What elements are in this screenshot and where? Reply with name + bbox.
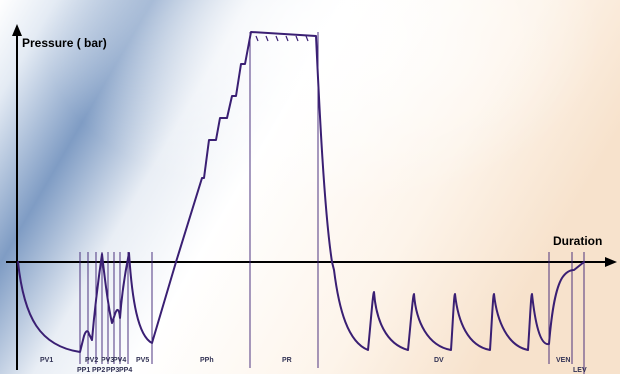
- phase-label-lev: LEV: [573, 367, 587, 374]
- phase-label-pv2: PV2: [85, 357, 98, 364]
- phase-label-pp2: PP2: [92, 367, 105, 374]
- phase-label-pv4: PV4: [113, 357, 126, 364]
- phase-label-pp3: PP3: [106, 367, 119, 374]
- phase-label-pp4: PP4: [119, 367, 132, 374]
- phase-label-pp1: PP1: [77, 367, 90, 374]
- plateau-mark: [275, 35, 279, 42]
- phase-label-dv: DV: [434, 357, 444, 364]
- x-axis-arrow-icon: [605, 257, 617, 267]
- plateau-mark: [285, 35, 289, 42]
- phase-label-pv5: PV5: [136, 357, 149, 364]
- y-axis-arrow-icon: [12, 24, 22, 36]
- plateau-mark: [305, 35, 309, 42]
- pressure-curve: [17, 31, 585, 353]
- phase-label-pph: PPh: [200, 357, 214, 364]
- phase-label-pr: PR: [282, 357, 292, 364]
- phase-label-pv3: PV3: [101, 357, 114, 364]
- plateau-mark: [265, 35, 269, 42]
- plateau-mark: [255, 35, 259, 42]
- phase-label-ven: VEN: [556, 357, 570, 364]
- plateau-mark: [295, 35, 299, 42]
- plateau-marks: [255, 35, 309, 42]
- x-axis-label: Duration: [553, 234, 602, 248]
- y-axis-label: Pressure ( bar): [22, 36, 107, 50]
- phase-label-pv1: PV1: [40, 357, 53, 364]
